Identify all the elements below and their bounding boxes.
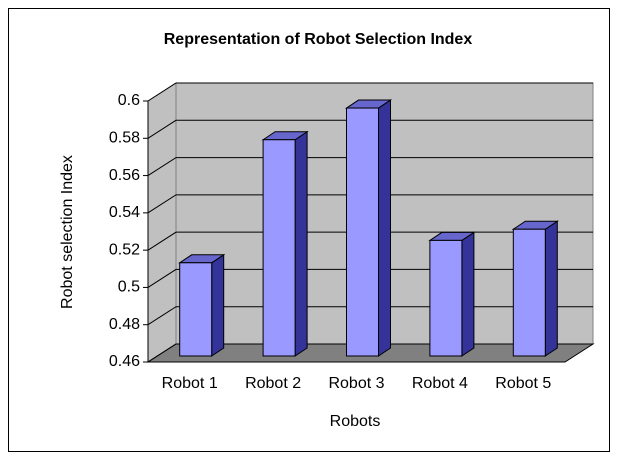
grid-line bbox=[147, 119, 593, 139]
bar-side bbox=[461, 231, 475, 357]
bar bbox=[179, 262, 213, 357]
y-axis-title: Robot selection Index bbox=[59, 155, 76, 309]
bar-side bbox=[294, 130, 308, 357]
grid-line bbox=[147, 82, 593, 102]
bar bbox=[429, 239, 463, 357]
x-tick-label: Robot 2 bbox=[245, 375, 301, 392]
y-tick-label: 0.58 bbox=[109, 130, 140, 147]
x-tick-label: Robot 3 bbox=[328, 375, 384, 392]
chart-title: Representation of Robot Selection Index bbox=[164, 31, 473, 48]
bar bbox=[346, 107, 379, 357]
side-wall bbox=[147, 82, 177, 363]
bar bbox=[262, 139, 296, 357]
y-tick-label: 0.48 bbox=[109, 316, 140, 333]
x-tick-label: Robot 1 bbox=[162, 375, 218, 392]
y-tick-label: 0.52 bbox=[109, 241, 140, 258]
grid-line bbox=[147, 157, 593, 176]
grid-line bbox=[147, 194, 593, 214]
y-tick-label: 0.56 bbox=[109, 167, 140, 184]
y-tick-label: 0.5 bbox=[118, 279, 140, 296]
y-tick-label: 0.6 bbox=[118, 92, 140, 109]
x-tick-label: Robot 4 bbox=[412, 375, 468, 392]
bar bbox=[512, 228, 546, 357]
x-axis-title: Robots bbox=[330, 413, 381, 430]
bar-side bbox=[378, 99, 391, 357]
y-tick-label: 0.54 bbox=[109, 204, 140, 221]
x-tick-label: Robot 5 bbox=[495, 375, 551, 392]
bar-side bbox=[211, 253, 225, 357]
y-tick-label: 0.46 bbox=[109, 353, 140, 370]
bar-side bbox=[544, 220, 558, 357]
